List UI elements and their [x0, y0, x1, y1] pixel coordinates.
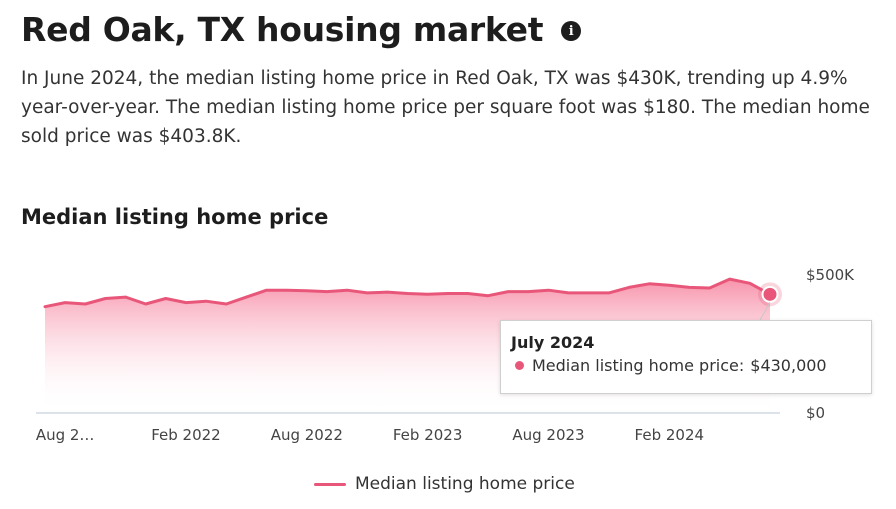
- y-tick-label: $500K: [806, 266, 855, 284]
- x-tick-label: Aug 2023: [512, 426, 584, 444]
- x-tick-label: Aug 2…: [36, 426, 95, 444]
- highlight-point: [761, 285, 779, 303]
- tooltip-date: July 2024: [511, 333, 595, 352]
- series-line: [43, 277, 772, 309]
- y-tick-label: $0: [806, 404, 825, 422]
- x-tick-label: Feb 2022: [151, 426, 221, 444]
- page-title: Red Oak, TX housing market: [21, 10, 544, 49]
- tooltip-value: $430,000: [750, 356, 827, 375]
- tooltip-connector: [759, 302, 771, 321]
- legend-swatch: [314, 482, 346, 486]
- x-tick-label: Feb 2023: [393, 426, 463, 444]
- tooltip-series-dot: [515, 361, 524, 370]
- title-row: Red Oak, TX housing market i: [21, 10, 582, 49]
- chart-heading: Median listing home price: [21, 205, 329, 229]
- chart-tooltip: July 2024 Median listing home price: $43…: [500, 320, 872, 394]
- x-tick-label: Aug 2022: [271, 426, 343, 444]
- legend-label: Median listing home price: [355, 474, 575, 494]
- chart-legend[interactable]: Median listing home price: [314, 474, 575, 494]
- tooltip-row: Median listing home price: $430,000: [511, 356, 861, 375]
- x-tick-label: Feb 2024: [635, 426, 705, 444]
- info-icon[interactable]: i: [561, 21, 582, 41]
- tooltip-series-label: Median listing home price:: [532, 356, 745, 375]
- market-summary: In June 2024, the median listing home pr…: [21, 68, 870, 147]
